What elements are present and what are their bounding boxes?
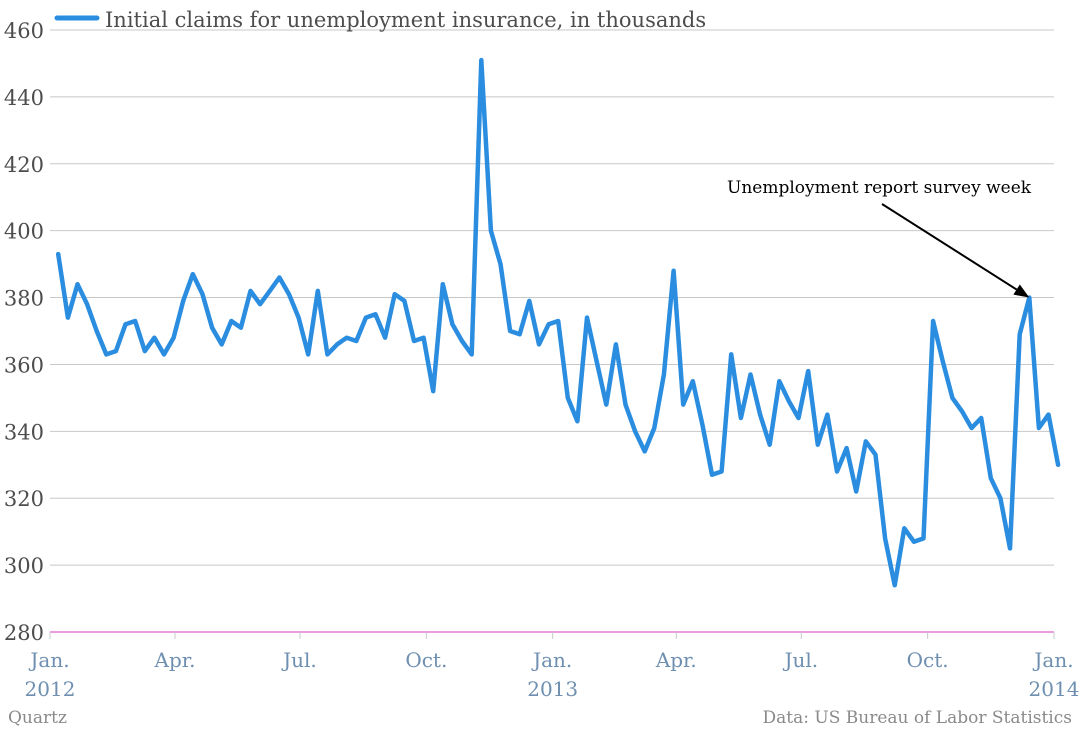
x-tick-label: Jan. [28, 648, 69, 672]
series-layer [55, 57, 1061, 588]
x-tick-year-label: 2013 [527, 677, 578, 701]
series-line [55, 57, 1061, 588]
legend-label: Initial claims for unemployment insuranc… [105, 8, 706, 32]
annotation-arrow-head [1013, 284, 1030, 298]
x-tick-label: Oct. [907, 648, 949, 672]
y-tick-label: 320 [4, 487, 44, 511]
x-tick-label: Jan. [1032, 648, 1073, 672]
annotation: Unemployment report survey week [727, 178, 1032, 298]
y-axis-ticks: 280 300 320 340 360 380 400 420 440 460 [4, 19, 44, 645]
y-tick-label: 280 [4, 621, 44, 645]
y-tick-label: 300 [4, 554, 44, 578]
x-tick-label: Jul. [782, 648, 818, 672]
y-tick-label: 340 [4, 420, 44, 444]
x-tick-label: Oct. [405, 648, 447, 672]
y-tick-label: 360 [4, 353, 44, 377]
gridlines [50, 29, 1054, 633]
y-tick-label: 440 [4, 86, 44, 110]
credit-label: Quartz [8, 708, 67, 728]
y-tick-label: 420 [4, 153, 44, 177]
y-tick-label: 380 [4, 287, 44, 311]
x-tick-label: Apr. [655, 648, 697, 672]
source-label: Data: US Bureau of Labor Statistics [762, 708, 1072, 728]
x-tick-label: Jan. [531, 648, 572, 672]
y-tick-label: 400 [4, 220, 44, 244]
x-tick-label: Apr. [154, 648, 196, 672]
x-tick-year-label: 2014 [1029, 677, 1080, 701]
annotation-arrow-line [881, 203, 1018, 291]
annotation-text: Unemployment report survey week [727, 178, 1032, 198]
x-tick-label: Jul. [281, 648, 317, 672]
x-axis-ticks: Jan. 2012 Apr. Jul. Oct. Jan. 2013 Apr. Jul. Oct.… [25, 632, 1080, 701]
legend: Initial claims for unemployment insuranc… [54, 8, 706, 32]
y-tick-label: 460 [4, 19, 44, 43]
x-tick-year-label: 2012 [25, 677, 76, 701]
